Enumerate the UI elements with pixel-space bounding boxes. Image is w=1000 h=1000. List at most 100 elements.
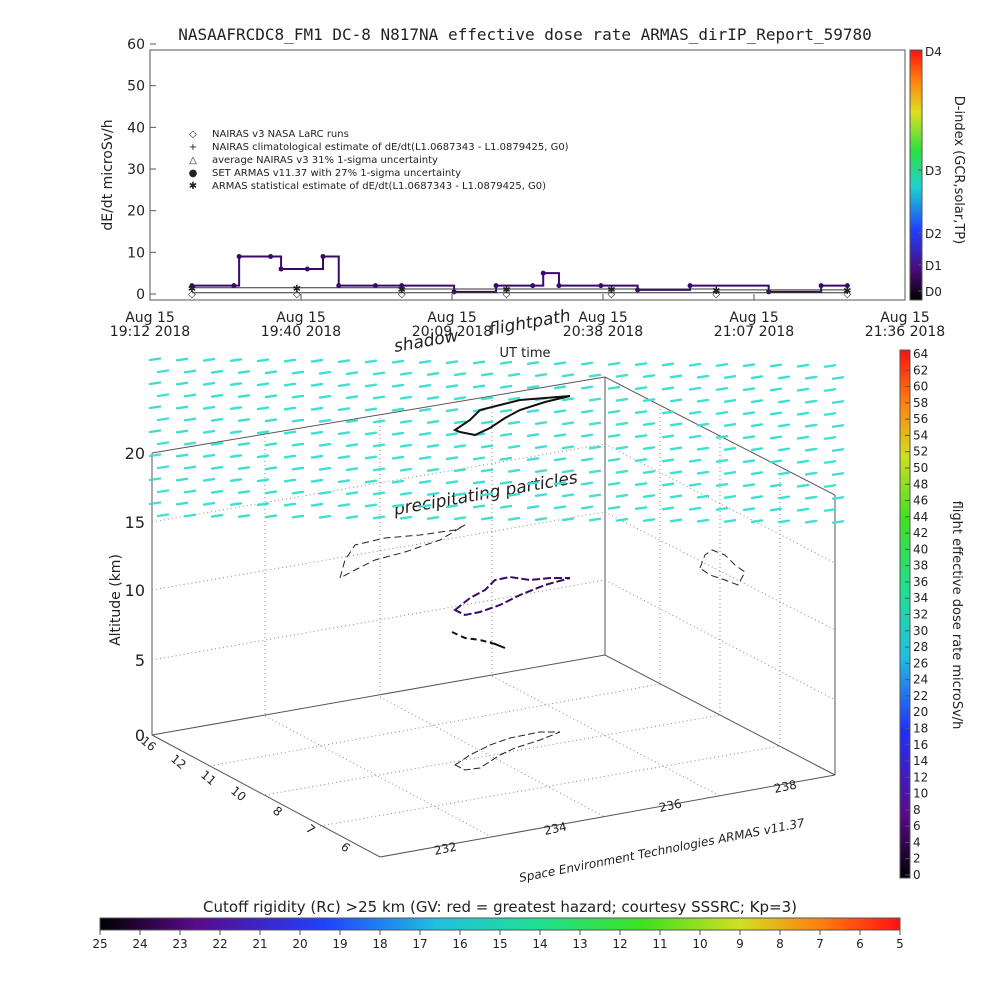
cutoff-marker (364, 479, 378, 484)
cutoff-marker (804, 423, 818, 428)
cutoff-marker (337, 383, 351, 388)
dindex-colorbar (909, 49, 923, 301)
legend-symbol: ● (189, 168, 198, 179)
latitude-tick-label: 7 (303, 822, 318, 838)
cutoff-marker (291, 490, 305, 495)
cutoff-marker (526, 433, 540, 437)
dindex-ticks: D4 D3 D2 D1 D0 (918, 45, 942, 299)
cutoff-marker (696, 470, 710, 475)
cutoff-marker (588, 373, 602, 378)
series-point (635, 287, 641, 293)
dindex-tick-label: D3 (925, 164, 942, 178)
cutoff-marker (715, 506, 729, 511)
series-point: ✱ (843, 286, 851, 297)
cutoff-marker (391, 455, 405, 460)
top-chart-legend: ◇ NAIRAS v3 NASA LaRC runs + NAIRAS climato… (189, 129, 569, 192)
cutoff-marker (750, 447, 764, 452)
cutoff-marker (183, 441, 197, 446)
cutoff-marker (210, 513, 224, 518)
cutoff-marker (337, 503, 351, 508)
cutoff-marker (148, 405, 162, 410)
cutoff-marker (499, 456, 513, 461)
cutoff-marker (688, 482, 702, 487)
y-tick-label: 50 (127, 79, 145, 95)
cutoff-tick-label: 25 (92, 937, 107, 951)
dose-tick-label: 60 (913, 380, 928, 394)
series-point: ◇ (843, 289, 851, 300)
cutoff-marker (472, 480, 486, 485)
series-point (540, 270, 546, 276)
altitude-tick-label: 15 (125, 513, 145, 532)
series-point (320, 254, 326, 259)
cutoff-marker (777, 519, 791, 524)
series-point: ✱ (502, 285, 510, 296)
figure-title: NASAAFRCDC8_FM1 DC-8 N817NA effective do… (178, 25, 872, 44)
x-tick-label-time: 19:40 2018 (261, 324, 341, 340)
series-point: ✱ (293, 284, 301, 295)
cutoff-marker (256, 502, 270, 507)
cutoff-marker (345, 443, 359, 448)
cutoff-marker (742, 411, 756, 416)
cutoff-marker (175, 453, 189, 458)
series-point (236, 254, 242, 259)
cutoff-tick-label: 16 (452, 937, 467, 951)
cutoff-marker (642, 398, 656, 403)
cutoff-marker (777, 375, 791, 380)
cutoff-marker (526, 385, 540, 389)
cutoff-marker (264, 442, 278, 447)
cutoff-marker (364, 431, 378, 436)
cutoff-marker (445, 456, 459, 461)
cutoff-marker (237, 370, 251, 375)
cutoff-marker (453, 492, 467, 497)
cutoff-marker (283, 478, 297, 483)
cutoff-marker (156, 369, 170, 374)
cutoff-marker (318, 418, 332, 423)
cutoff-marker (796, 387, 810, 392)
cutoff-marker (202, 453, 216, 458)
cutoff-marker (777, 495, 791, 500)
cutoff-marker (148, 429, 162, 434)
cutoff-marker (499, 432, 513, 437)
cutoff-marker (345, 395, 359, 400)
dose-tick-label: 34 (913, 591, 928, 605)
dindex-tick-label: D0 (925, 285, 942, 299)
cutoff-marker (283, 358, 297, 363)
cutoff-marker (831, 448, 845, 452)
cutoff-marker (777, 399, 791, 404)
cutoff-marker (202, 405, 216, 410)
cutoff-marker (777, 423, 791, 428)
cutoff-marker (364, 455, 378, 460)
cutoff-marker (291, 466, 305, 471)
cutoff-marker (256, 358, 270, 363)
cutoff-tick-label: 8 (776, 937, 784, 951)
cutoff-marker (364, 503, 378, 508)
cutoff-marker (480, 468, 494, 473)
cutoff-marker (399, 491, 413, 496)
cutoff-marker (823, 388, 837, 392)
cutoff-marker (661, 506, 675, 511)
cutoff-tick-label: 21 (252, 937, 267, 951)
cutoff-marker (615, 493, 629, 498)
cutoff-marker (372, 371, 386, 376)
cutoff-marker (715, 362, 729, 367)
series-point (278, 266, 284, 272)
cutoff-marker (283, 454, 297, 459)
cutoff-marker (534, 445, 548, 449)
dose-tick-label: 8 (913, 803, 921, 817)
cutoff-marker (769, 363, 783, 368)
cutoff-marker (688, 362, 702, 367)
cutoff-marker (480, 492, 494, 497)
cutoff-marker (561, 493, 575, 498)
altitude-tick-label: 0 (135, 726, 145, 745)
altitude-tick-label: 5 (135, 651, 145, 670)
cutoff-marker (283, 382, 297, 387)
cutoff-marker (345, 371, 359, 376)
cutoff-marker (391, 407, 405, 412)
cutoff-marker (391, 503, 405, 508)
cutoff-marker (499, 384, 513, 389)
cutoff-marker (210, 417, 224, 422)
dose-tick-label: 30 (913, 624, 928, 638)
dose-colorbar-ticks: 0246810121416182022242628303234363840424… (905, 347, 928, 882)
dose-tick-label: 12 (913, 770, 928, 784)
